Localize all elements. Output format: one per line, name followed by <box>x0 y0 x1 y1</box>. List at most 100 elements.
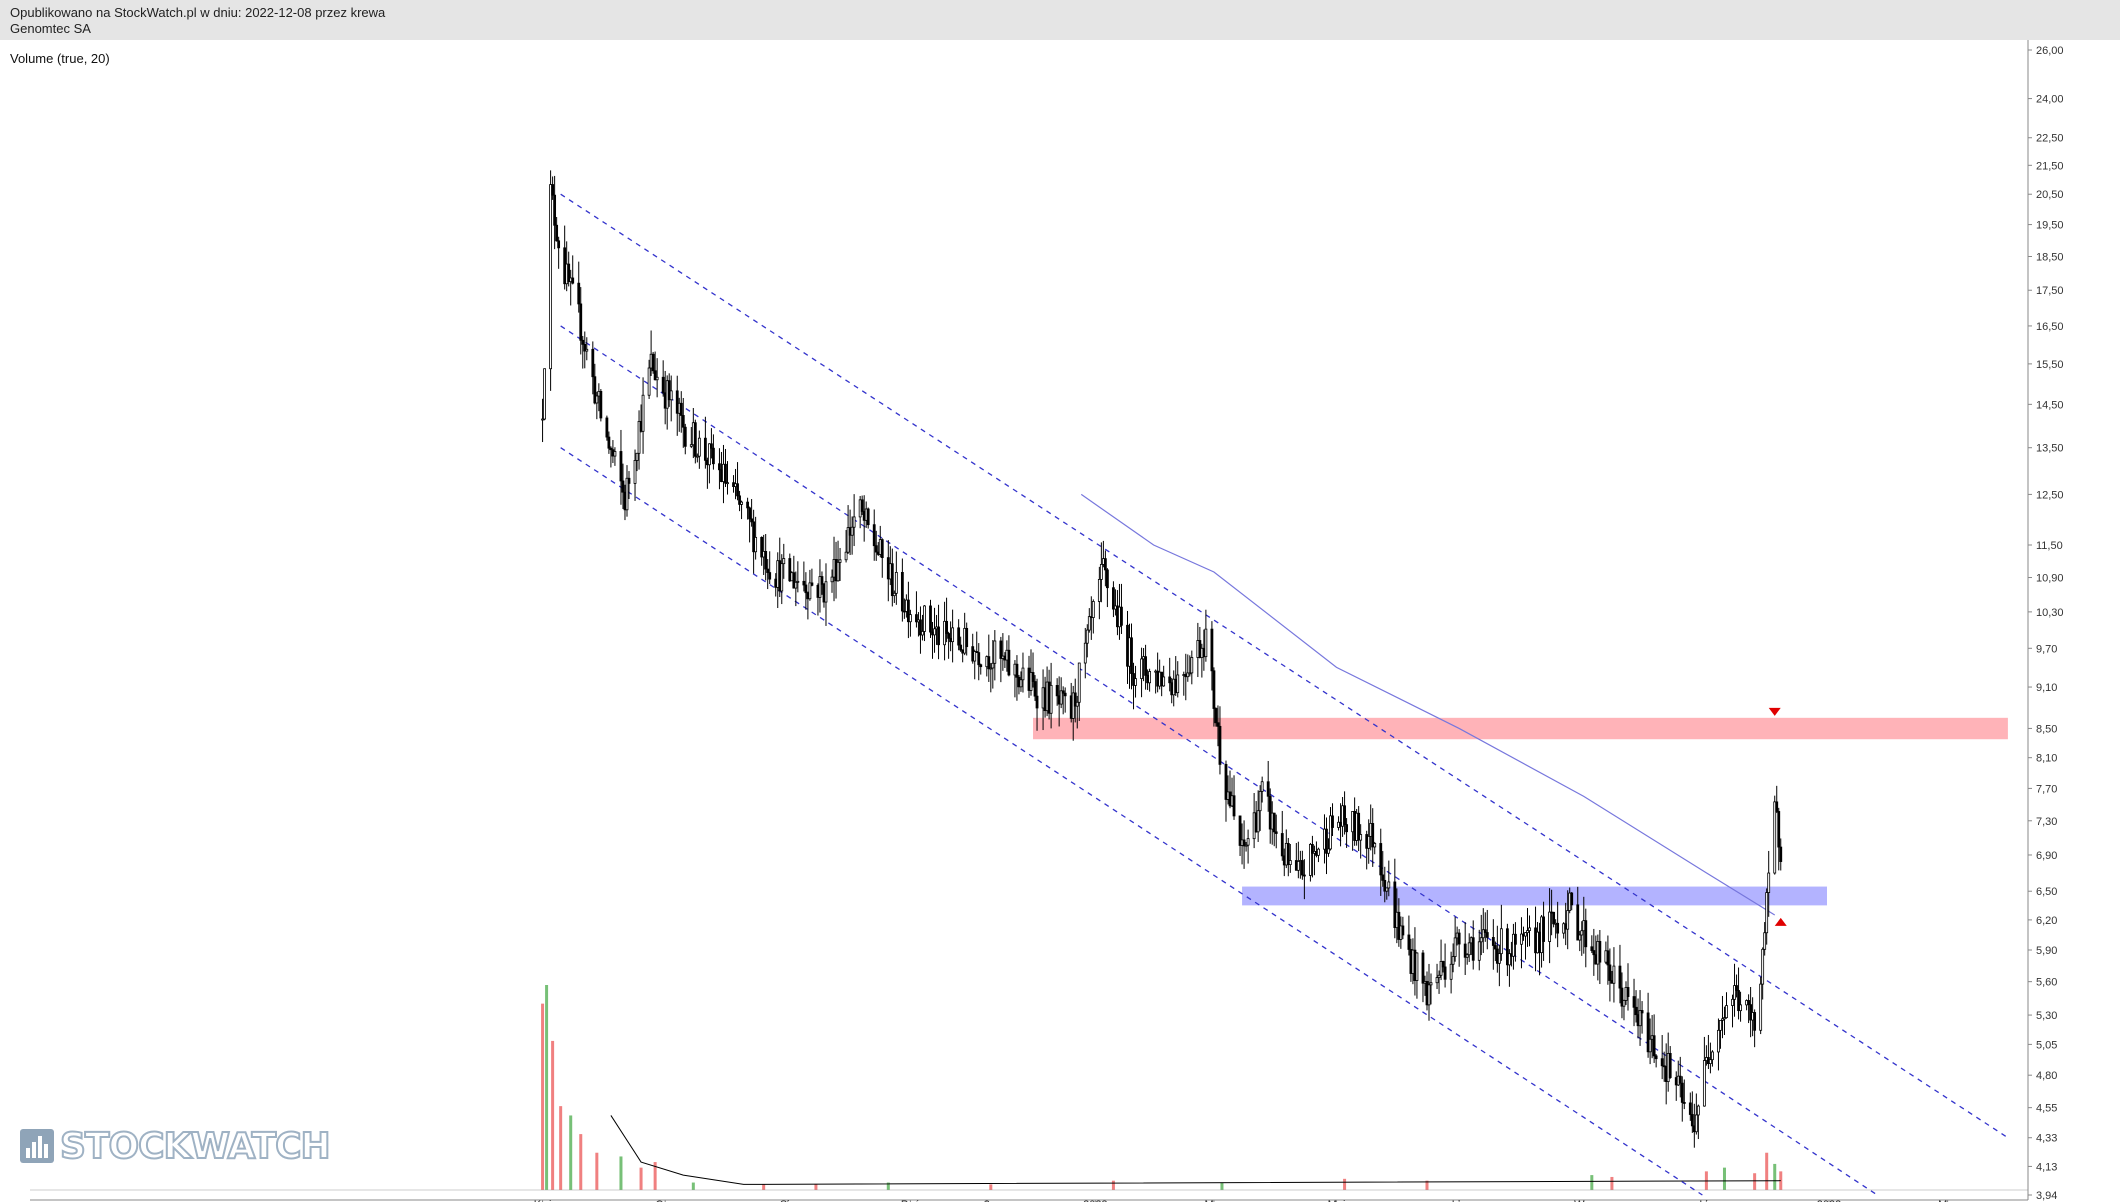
candle-body <box>1481 929 1485 939</box>
candle-body <box>1367 835 1371 849</box>
candle-body <box>1421 952 1425 984</box>
candle-body <box>1401 925 1405 936</box>
candle-body <box>1497 953 1501 964</box>
candle-body <box>1383 879 1387 892</box>
candle-body <box>1190 657 1194 674</box>
candle-body <box>1260 781 1264 792</box>
price-chart[interactable]: 26,00 24,00 22,50 21,50 20,50 19,50 18,50 17,50… <box>0 40 2120 1202</box>
candle-body <box>1556 922 1560 934</box>
candle-body <box>1443 966 1447 980</box>
x-tick-label: Wrz <box>1574 1199 1593 1202</box>
candle-body <box>1258 791 1262 812</box>
candle-body <box>1449 963 1453 980</box>
candle-body <box>1055 685 1059 697</box>
candle-body <box>653 370 657 381</box>
candle-body <box>1140 658 1143 679</box>
candles-layer <box>541 170 1783 1148</box>
volume-bar <box>691 1182 695 1190</box>
candle-body <box>712 447 715 465</box>
candle-body <box>1634 1006 1638 1016</box>
candle-body <box>810 582 814 586</box>
y-tick-label: 7,30 <box>2036 816 2057 828</box>
candle-body <box>549 184 553 370</box>
candle-body <box>1256 810 1260 833</box>
candle-body <box>1415 952 1419 981</box>
candle-body <box>1453 937 1457 957</box>
y-tick-label: 11,50 <box>2036 540 2063 552</box>
candle-body <box>1441 961 1445 968</box>
candle-body <box>555 224 559 242</box>
candle-body <box>1508 953 1511 966</box>
volume-bar <box>814 1184 818 1190</box>
candle-body <box>1451 956 1455 965</box>
candle-body <box>1640 1010 1644 1014</box>
candle-body <box>844 551 848 561</box>
candle-body <box>655 376 659 381</box>
y-tick-label: 4,13 <box>2036 1161 2057 1173</box>
candle-body <box>1590 946 1594 951</box>
candle-body <box>1632 996 1636 1008</box>
candle-body <box>1061 690 1065 694</box>
candle-body <box>1711 1051 1714 1061</box>
candle-body <box>1296 861 1300 871</box>
y-tick-label: 10,30 <box>2036 607 2064 619</box>
candle-body <box>1379 843 1383 876</box>
candle-body <box>583 343 587 352</box>
candle-body <box>760 536 764 558</box>
candle-body <box>999 640 1003 659</box>
x-tick-label: Lis <box>1699 1199 1714 1202</box>
logo-wordmark: STOCKWATCH <box>59 1125 332 1168</box>
candle-body <box>1244 844 1248 847</box>
candle-body <box>824 581 828 603</box>
volume-bar <box>1765 1152 1769 1190</box>
candle-body <box>1777 811 1781 848</box>
candle-body <box>1646 1012 1650 1053</box>
candle-body <box>764 550 768 570</box>
candle-body <box>921 631 924 636</box>
candle-body <box>746 501 749 509</box>
candle-body <box>1427 984 1431 1006</box>
candle-body <box>738 495 741 505</box>
resistance-zone <box>1033 717 2008 740</box>
candle-body <box>1329 815 1332 850</box>
candle-body <box>605 417 609 438</box>
candle-body <box>792 572 796 589</box>
candle-body <box>1612 965 1616 984</box>
y-tick-label: 18,50 <box>2036 252 2064 264</box>
candle-body <box>1737 990 1740 1012</box>
candle-body <box>1266 781 1270 797</box>
candle-body <box>880 539 884 559</box>
ticker-name: Genomtec SA <box>10 21 91 36</box>
candle-body <box>593 376 597 404</box>
axes-layer: 26,00 24,00 22,50 21,50 20,50 19,50 18,50 17,50… <box>30 40 2064 1202</box>
candle-body <box>1134 678 1137 686</box>
candle-body <box>1331 815 1334 828</box>
candle-body <box>1268 795 1272 830</box>
candle-body <box>1031 672 1035 682</box>
candle-body <box>1214 708 1218 724</box>
candle-body <box>724 463 727 484</box>
volume-bar <box>1343 1178 1347 1190</box>
candle-body <box>553 194 557 226</box>
x-tick-label: Kwi <box>534 1199 552 1202</box>
candle-body <box>726 482 729 485</box>
candle-body <box>1063 692 1067 697</box>
y-tick-label: 6,50 <box>2036 886 2057 898</box>
candle-body <box>1280 833 1284 857</box>
y-tick-label: 7,70 <box>2036 783 2057 795</box>
candle-body <box>750 518 754 523</box>
candle-body <box>1033 681 1037 697</box>
candle-body <box>1620 987 1624 1007</box>
candle-body <box>892 592 896 597</box>
x-tick-label: Paź <box>901 1199 920 1202</box>
stockwatch-logo: STOCKWATCH <box>20 1124 332 1168</box>
candle-body <box>1690 1114 1694 1127</box>
candle-body <box>836 561 840 582</box>
candle-body <box>796 580 800 583</box>
candle-body <box>808 582 812 600</box>
y-tick-label: 19,50 <box>2036 220 2064 232</box>
candle-body <box>1606 950 1610 966</box>
y-tick-label: 24,00 <box>2036 94 2064 106</box>
candle-body <box>1327 848 1330 854</box>
candle-body <box>1493 945 1497 950</box>
